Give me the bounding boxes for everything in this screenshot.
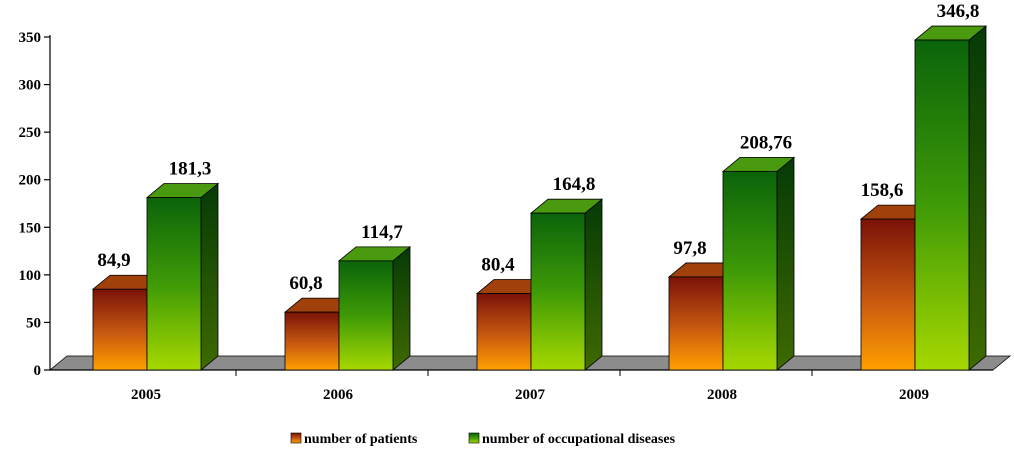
x-axis: 2005 2006 2007 2008 2009 — [50, 369, 993, 403]
x-tick-label: 2007 — [515, 387, 546, 403]
bar-patients-2009 — [859, 204, 934, 371]
y-tick-label: 300 — [19, 78, 42, 94]
bar-front — [284, 311, 340, 371]
bar-front — [92, 288, 148, 371]
data-label-diseases: 164,8 — [553, 174, 596, 195]
bar-diseases-2006 — [337, 246, 412, 371]
bar-diseases-2007 — [529, 198, 604, 371]
data-label-diseases: 114,7 — [361, 222, 403, 243]
data-label-patients: 60,8 — [289, 273, 322, 294]
bar-front — [338, 260, 394, 371]
bar-front — [860, 218, 916, 371]
y-tick-label: 150 — [19, 220, 42, 236]
y-tick-label: 200 — [19, 173, 42, 189]
bar-front — [914, 39, 970, 371]
bars — [91, 25, 988, 371]
y-tick-label: 350 — [19, 30, 42, 46]
legend-label-diseases: number of occupational diseases — [482, 432, 676, 447]
legend-label-patients: number of patients — [304, 432, 418, 447]
x-tick-label: 2006 — [323, 387, 354, 403]
y-tick-label: 0 — [34, 363, 42, 379]
data-label-diseases: 346,8 — [937, 1, 980, 22]
y-axis: 0 50 100 150 200 250 300 350 — [19, 30, 51, 379]
bar-side — [392, 246, 411, 371]
bar-side — [584, 198, 603, 371]
data-label-patients: 80,4 — [481, 255, 515, 276]
bar-diseases-2005 — [145, 182, 220, 371]
y-tick-label: 250 — [19, 125, 42, 141]
bar-front — [530, 212, 586, 371]
x-tick-label: 2009 — [899, 387, 929, 403]
bar-diseases-2009 — [913, 25, 988, 371]
bar-side — [200, 182, 219, 371]
y-tick-label: 100 — [19, 268, 42, 284]
bar-patients-2007 — [475, 278, 550, 371]
y-tick-label: 50 — [26, 315, 41, 331]
x-tick-label: 2008 — [707, 387, 737, 403]
data-label-diseases: 181,3 — [169, 159, 212, 180]
data-label-diseases: 208,76 — [740, 132, 792, 153]
legend-swatch-patients — [290, 432, 302, 444]
bar-diseases-2008 — [721, 156, 796, 371]
bar-front — [722, 170, 778, 371]
data-label-patients: 84,9 — [97, 250, 130, 271]
legend: number of patients number of occupationa… — [290, 432, 676, 447]
bar-front — [668, 276, 724, 371]
legend-swatch-diseases — [468, 432, 480, 444]
bar-front — [476, 293, 532, 371]
bar-front — [146, 197, 202, 371]
data-label-patients: 97,8 — [673, 238, 706, 259]
data-label-patients: 158,6 — [861, 180, 904, 201]
bar-side — [776, 156, 795, 371]
bar-side — [968, 25, 987, 371]
data-labels: 84,9 181,3 60,8 114,7 80,4 164,8 97,8 208,76 158… — [97, 1, 979, 294]
x-tick-label: 2005 — [131, 387, 161, 403]
